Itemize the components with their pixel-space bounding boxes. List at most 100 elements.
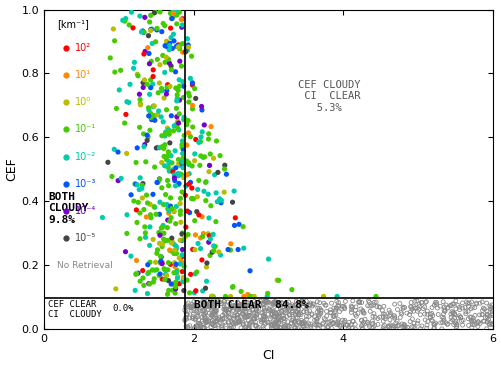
Point (359, 310, 367, 316)
Point (167, 15, 175, 21)
Point (389, 313, 397, 319)
Point (159, 119, 167, 125)
Point (263, 299, 271, 305)
Point (200, 308, 208, 314)
Point (422, 311, 430, 317)
Point (211, 326, 219, 332)
Point (172, 270, 180, 276)
Point (291, 309, 299, 315)
Point (285, 312, 293, 318)
Point (423, 319, 431, 325)
Point (226, 241, 234, 247)
Point (180, 132, 188, 138)
Point (210, 172, 218, 178)
Point (265, 299, 273, 305)
Point (180, 263, 188, 269)
Point (225, 304, 233, 310)
Point (193, 323, 201, 329)
Point (246, 320, 255, 326)
Point (211, 308, 219, 314)
Point (234, 315, 242, 321)
Point (198, 321, 206, 326)
Point (477, 312, 485, 318)
Point (208, 298, 216, 304)
Point (171, 286, 179, 292)
Point (416, 300, 424, 305)
Point (467, 319, 475, 325)
Point (408, 316, 416, 322)
Point (429, 322, 437, 328)
Point (398, 304, 406, 310)
Point (245, 321, 253, 326)
Point (268, 301, 276, 307)
Point (409, 323, 417, 329)
Point (480, 315, 488, 321)
Point (327, 300, 335, 306)
Point (253, 311, 261, 317)
Point (312, 318, 320, 324)
Point (318, 325, 326, 330)
Point (146, 224, 154, 230)
Point (121, 18, 129, 24)
Point (204, 136, 212, 142)
Point (146, 259, 154, 265)
Point (222, 308, 230, 314)
Point (293, 326, 301, 332)
Point (330, 314, 338, 319)
Point (287, 321, 295, 326)
Point (171, 264, 179, 270)
Point (306, 300, 314, 306)
Point (220, 304, 228, 309)
Point (392, 318, 400, 324)
Point (370, 300, 378, 305)
Point (461, 299, 469, 305)
Point (176, 261, 184, 267)
Point (297, 298, 305, 304)
Point (253, 315, 261, 321)
Point (206, 324, 214, 330)
Point (285, 307, 293, 313)
Point (239, 306, 247, 312)
Point (274, 303, 282, 309)
Point (334, 317, 342, 323)
Point (384, 324, 392, 330)
Point (220, 299, 228, 305)
Point (273, 277, 281, 283)
Point (169, 10, 177, 16)
Point (400, 324, 408, 330)
Point (161, 271, 169, 277)
Point (466, 318, 474, 323)
Point (333, 321, 341, 327)
Point (188, 247, 196, 252)
Point (164, 210, 172, 216)
Point (138, 28, 146, 34)
Point (171, 279, 179, 285)
Point (395, 322, 403, 328)
Point (203, 306, 211, 312)
Point (400, 322, 408, 328)
Point (373, 322, 381, 328)
Point (188, 103, 196, 109)
Point (348, 318, 356, 324)
Point (187, 301, 195, 307)
Point (162, 54, 170, 60)
Point (193, 309, 201, 315)
Point (127, 9, 135, 15)
Point (241, 302, 249, 308)
Point (224, 314, 232, 320)
Point (297, 312, 305, 318)
Point (437, 314, 445, 320)
Point (426, 317, 434, 323)
Point (220, 319, 228, 325)
Point (168, 239, 176, 245)
Point (442, 321, 450, 327)
Point (175, 43, 183, 49)
Point (178, 79, 186, 85)
Point (229, 325, 237, 330)
Point (183, 324, 191, 330)
Point (150, 164, 158, 170)
Point (199, 155, 207, 160)
Point (466, 299, 474, 305)
Point (150, 117, 158, 123)
Point (235, 303, 243, 309)
